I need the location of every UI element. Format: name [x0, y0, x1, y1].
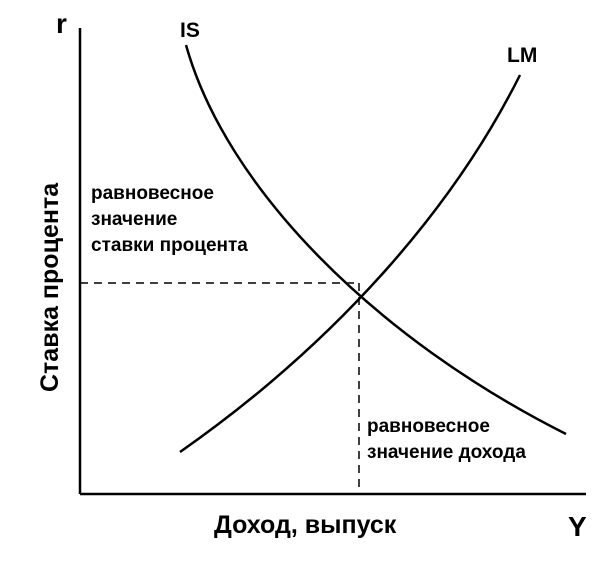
y-axis-symbol: r [56, 8, 67, 39]
equilibrium-income-annotation: равновесное значение дохода [367, 414, 526, 466]
is-curve-label: IS [180, 19, 200, 42]
is-curve [184, 44, 567, 436]
lm-curve-label: LM [507, 44, 538, 67]
rate-annotation-line: ставки процента [91, 235, 248, 256]
income-annotation-line: значение дохода [367, 442, 526, 463]
lm-curve [179, 74, 522, 454]
equilibrium-rate-annotation: равновесное значение ставки процента [91, 181, 248, 259]
x-axis-title: Доход, выпуск [214, 511, 397, 539]
x-axis-symbol: Y [568, 511, 587, 542]
rate-annotation-line: равновесное [91, 183, 214, 204]
income-annotation-line: равновесное [367, 416, 490, 437]
y-axis-title: Ставка процента [36, 182, 64, 392]
rate-annotation-line: значение [91, 209, 178, 230]
